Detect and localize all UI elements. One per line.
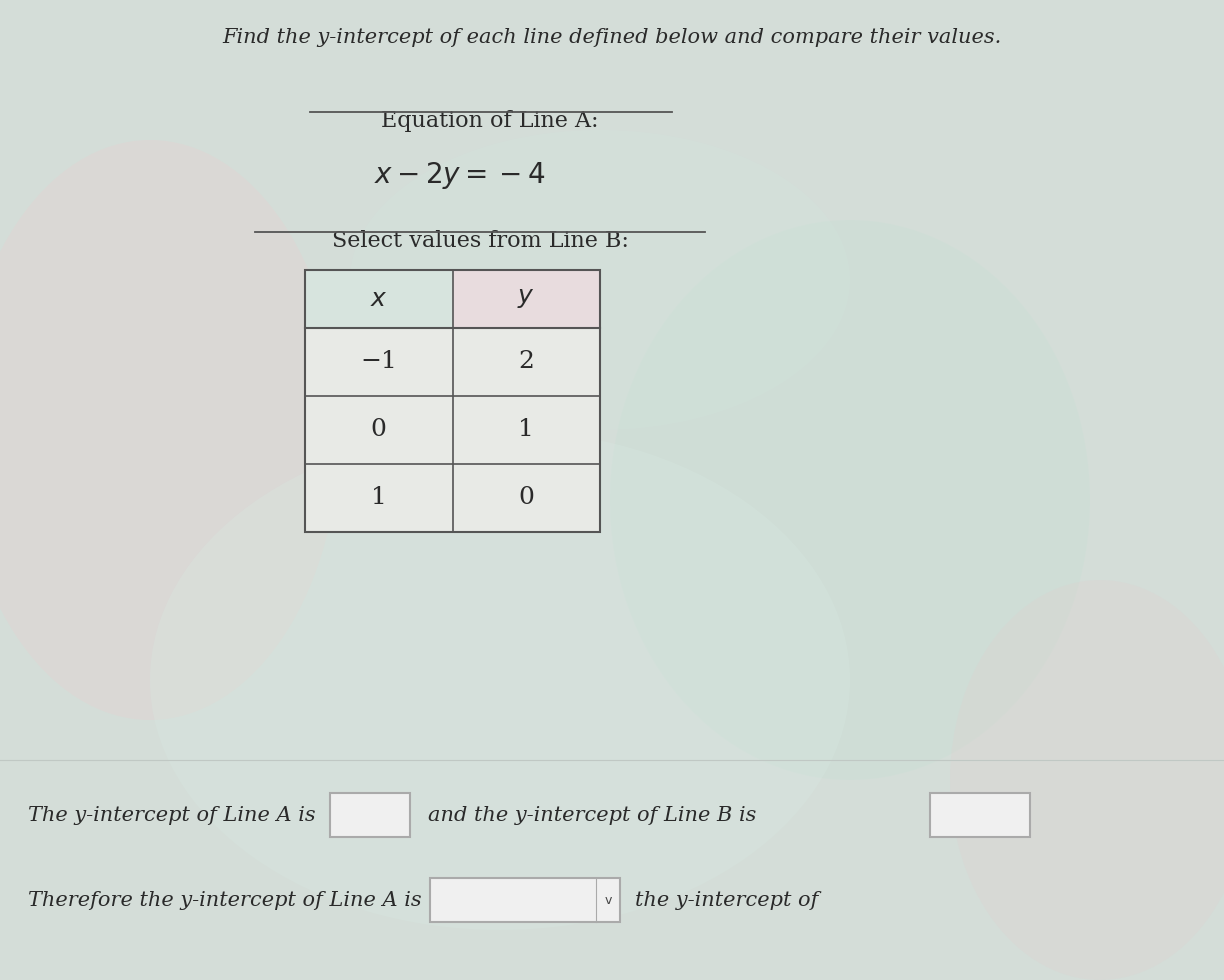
- Text: Select values from Line B:: Select values from Line B:: [332, 230, 628, 252]
- Text: 0: 0: [518, 486, 534, 510]
- Bar: [430, 878, 621, 922]
- Text: Therefore the y-intercept of Line A is: Therefore the y-intercept of Line A is: [28, 891, 421, 909]
- Bar: [330, 793, 410, 837]
- Bar: [453, 270, 600, 328]
- Bar: [305, 270, 600, 532]
- Text: $x$: $x$: [370, 287, 388, 311]
- Text: 1: 1: [371, 486, 387, 510]
- Text: 0: 0: [371, 418, 387, 442]
- Text: the y-intercept of: the y-intercept of: [635, 891, 819, 909]
- Ellipse shape: [0, 140, 340, 720]
- Text: The y-intercept of Line A is: The y-intercept of Line A is: [28, 806, 316, 824]
- Text: −1: −1: [360, 351, 397, 373]
- Ellipse shape: [610, 220, 1091, 780]
- Text: v: v: [605, 894, 612, 906]
- Ellipse shape: [950, 580, 1224, 980]
- Text: 1: 1: [519, 418, 534, 442]
- Ellipse shape: [350, 130, 849, 430]
- Text: Equation of Line A:: Equation of Line A:: [381, 110, 599, 132]
- Bar: [305, 270, 453, 328]
- Text: Find the y-intercept of each line defined below and compare their values.: Find the y-intercept of each line define…: [223, 28, 1001, 47]
- Text: and the y-intercept of Line B is: and the y-intercept of Line B is: [428, 806, 756, 824]
- Bar: [930, 793, 1031, 837]
- Text: 2: 2: [518, 351, 534, 373]
- Ellipse shape: [151, 430, 849, 930]
- Bar: [305, 270, 600, 532]
- Text: $y$: $y$: [518, 287, 535, 311]
- Text: $x - 2y = -4$: $x - 2y = -4$: [375, 160, 546, 191]
